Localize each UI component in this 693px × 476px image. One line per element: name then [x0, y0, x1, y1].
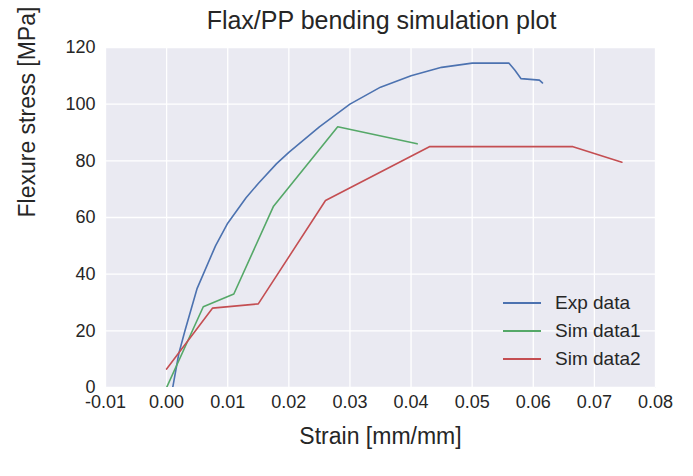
- svg-text:0.02: 0.02: [271, 392, 306, 412]
- svg-text:0.05: 0.05: [455, 392, 490, 412]
- svg-text:Flexure stress [MPa]: Flexure stress [MPa]: [14, 7, 40, 218]
- svg-text:0.03: 0.03: [332, 392, 367, 412]
- html-text:Flax/PP bending simulation plo: Flax/PP bending simulation plot: [206, 6, 557, 34]
- svg-text:0.06: 0.06: [516, 392, 551, 412]
- svg-text:Strain [mm/mm]: Strain [mm/mm]: [299, 423, 461, 449]
- svg-text:20: 20: [75, 321, 95, 341]
- svg-text:0.07: 0.07: [577, 392, 612, 412]
- svg-text:-0.01: -0.01: [85, 392, 126, 413]
- svg-text:120: 120: [65, 37, 95, 57]
- svg-text:60: 60: [75, 207, 95, 227]
- svg-text:0: 0: [85, 377, 95, 397]
- html-text:Sim data1: Sim data1: [555, 320, 641, 341]
- html-text:Sim data2: Sim data2: [555, 348, 641, 369]
- html-text:Exp data: Exp data: [555, 292, 630, 313]
- svg-text:80: 80: [75, 151, 95, 171]
- svg-text:40: 40: [75, 264, 95, 284]
- svg-text:0.04: 0.04: [394, 392, 429, 412]
- svg-text:0.08: 0.08: [638, 392, 673, 412]
- svg-text:100: 100: [65, 94, 95, 114]
- svg-text:0.00: 0.00: [149, 392, 184, 412]
- svg-text:0.01: 0.01: [210, 392, 245, 412]
